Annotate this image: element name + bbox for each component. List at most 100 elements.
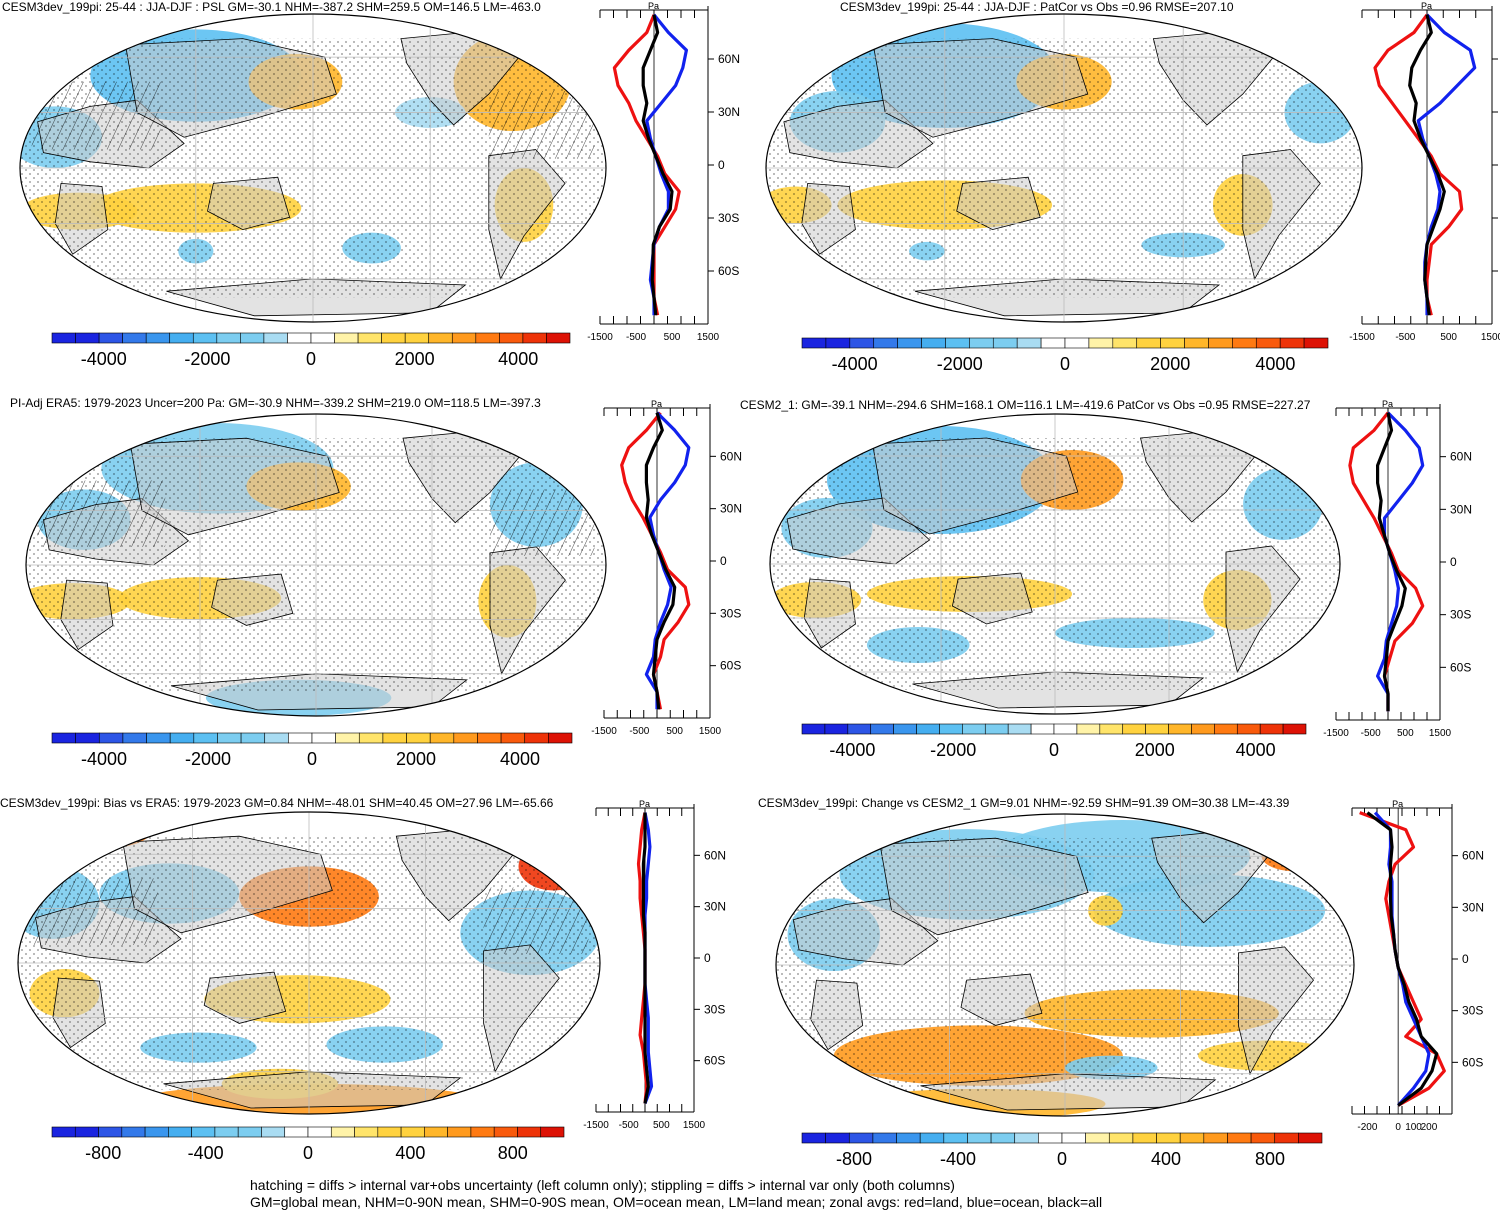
colorbar-cell (1014, 1132, 1039, 1144)
colorbar-cell (1236, 723, 1261, 735)
colorbar-tick-label: 4000 (500, 749, 540, 769)
colorbar-cell (406, 732, 431, 744)
colorbar-tick-label: 4000 (1255, 354, 1295, 374)
colorbar-cell (1214, 723, 1238, 735)
panel-obs-group: PI-Adj ERA5: 1979-2023 Uncer=200 Pa: GM=… (10, 396, 742, 769)
colorbar-cell (121, 1126, 146, 1138)
colorbar-cell (358, 732, 384, 744)
panel-model-pattern-group: CESM3dev_199pi: 25-44 : JJA-DJF : PatCor… (765, 0, 1500, 374)
colorbar-cell (237, 1126, 262, 1138)
colorbar-tick-label: -400 (940, 1149, 976, 1169)
panel-title: PI-Adj ERA5: 1979-2023 Uncer=200 Pa: GM=… (10, 396, 541, 410)
colorbar-cell (873, 337, 898, 349)
colorbar-cell (825, 337, 851, 349)
hatching (483, 887, 589, 954)
robinson-map (770, 414, 1340, 714)
colorbar-tick-label: 0 (1049, 740, 1059, 760)
colorbar-cell (1132, 1132, 1157, 1144)
map-border (769, 413, 1341, 715)
zonal-x-tick-label: 500 (666, 726, 683, 737)
colorbar-cell (990, 1132, 1016, 1144)
colorbar-tick-label: -2000 (184, 349, 230, 369)
colorbar-cell (1282, 723, 1307, 735)
colorbar-cell (1122, 723, 1146, 735)
colorbar-cell (896, 1132, 921, 1144)
lat-tick-label: 60S (1462, 1055, 1483, 1069)
colorbar-cell (801, 723, 826, 735)
colorbar-cell (51, 732, 76, 744)
colorbar-cell (98, 332, 123, 344)
colorbar-tick-label: -800 (836, 1149, 872, 1169)
colorbar-cell (288, 732, 313, 744)
colorbar-cell (1053, 723, 1078, 735)
zonal-series-all (1375, 412, 1407, 712)
zonal-x-tick-label: 1500 (683, 1120, 706, 1131)
colorbar-cell (984, 723, 1009, 735)
colorbar-cell (381, 332, 406, 344)
zonal-x-tick-label: -1500 (1323, 728, 1349, 739)
zonal-x-tick-label: -1500 (583, 1120, 609, 1131)
colorbar-cell (307, 1126, 332, 1138)
colorbar-cell (872, 1132, 897, 1144)
panel-bias-group: CESM3dev_199pi: Bias vs ERA5: 1979-2023 … (0, 796, 726, 1163)
lat-tick-label: 60N (1462, 849, 1484, 863)
zonal-x-tick-label: -500 (626, 332, 646, 343)
colorbar-cell (404, 332, 430, 344)
zonal-series-all (644, 412, 677, 710)
colorbar-cell (939, 723, 963, 735)
colorbar-cell (1279, 337, 1305, 349)
robinson-map (26, 414, 606, 716)
colorbar-cell (1088, 337, 1114, 349)
colorbar-cell (287, 332, 312, 344)
colorbar-tick-label: 2000 (1150, 354, 1190, 374)
colorbar-cell (335, 732, 360, 744)
colorbar-cell (424, 1126, 448, 1138)
colorbar-tick-label: -4000 (81, 349, 127, 369)
colorbar-tick-label: 0 (306, 349, 316, 369)
colorbar-cell (1208, 337, 1233, 349)
colorbar-tick-label: -2000 (937, 354, 983, 374)
colorbar-cell (1136, 337, 1161, 349)
lat-tick-label: 30S (718, 211, 739, 225)
robinson-map (766, 14, 1362, 322)
colorbar-cell (168, 1126, 192, 1138)
lat-tick-label: 30S (1462, 1004, 1483, 1018)
zonal-x-tick-label: -1500 (587, 332, 613, 343)
colorbar-cell (74, 1126, 99, 1138)
colorbar-cell (122, 732, 147, 744)
lat-tick-label: 0 (1462, 952, 1469, 966)
colorbar-tick-label: 400 (395, 1143, 425, 1163)
colorbar-cell (847, 723, 872, 735)
colorbar-tick-label: -2000 (930, 740, 976, 760)
lat-tick-label: 60S (1450, 660, 1471, 674)
colorbar-cell (216, 332, 241, 344)
colorbar-cell (1255, 337, 1281, 349)
zonal-x-tick-label: 500 (1440, 332, 1457, 343)
zonal-unit-label: Pa (1382, 399, 1393, 409)
colorbar-cell (1274, 1132, 1299, 1144)
colorbar-cell (1145, 723, 1169, 735)
colorbar-tick-label: 0 (1057, 1149, 1067, 1169)
colorbar-cell (169, 332, 194, 344)
colorbar-cell (916, 723, 940, 735)
colorbar-cell (144, 1126, 169, 1138)
zonal-unit-label: Pa (1421, 1, 1432, 11)
colorbar-cell (1076, 723, 1101, 735)
zonal-unit-label: Pa (648, 1, 659, 11)
colorbar-cell (1184, 337, 1209, 349)
colorbar-cell (1030, 723, 1055, 735)
hatching (490, 489, 595, 556)
lat-tick-label: 30N (720, 502, 742, 516)
lat-tick-label: 30S (1450, 608, 1471, 622)
zonal-x-tick-label: -500 (1395, 332, 1415, 343)
colorbar-tick-label: -4000 (832, 354, 878, 374)
zonal-series-all (1408, 14, 1446, 316)
colorbar-cell (945, 337, 970, 349)
lat-tick-label: 30N (718, 105, 740, 119)
lat-tick-label: 60N (1450, 450, 1472, 464)
colorbar-cell (193, 732, 218, 744)
colorbar-tick-label: -800 (85, 1143, 121, 1163)
zonal-unit-label: Pa (639, 799, 650, 809)
colorbar-cell (1108, 1132, 1134, 1144)
zonal-x-tick-label: 1500 (697, 332, 720, 343)
